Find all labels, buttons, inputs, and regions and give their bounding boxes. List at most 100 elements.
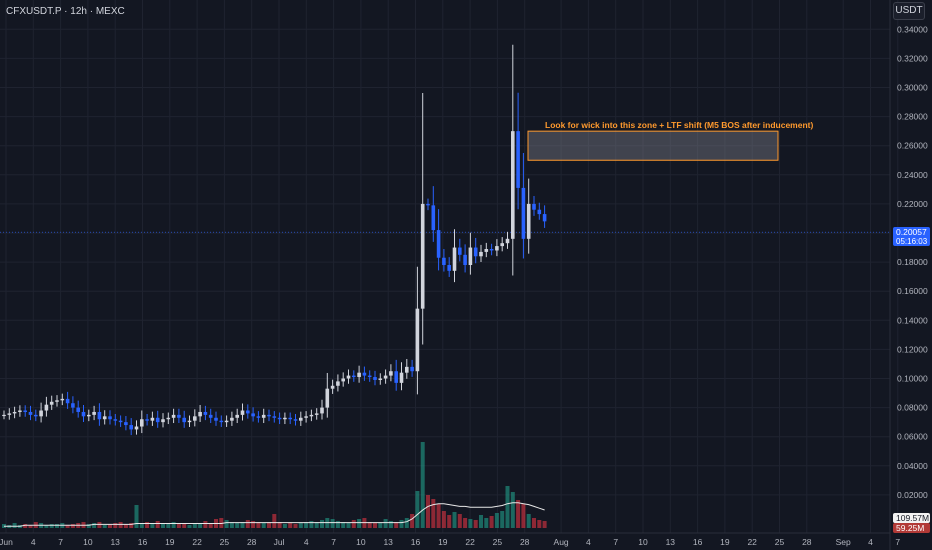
volume-bar bbox=[388, 521, 393, 528]
volume-bar bbox=[320, 520, 324, 528]
volume-bar bbox=[410, 514, 415, 528]
volume-bar bbox=[383, 519, 388, 528]
price-tick-label: 0.10000 bbox=[897, 374, 928, 384]
volume-bar bbox=[330, 519, 335, 528]
candle-body bbox=[442, 257, 446, 266]
volume-ma-line bbox=[4, 502, 545, 527]
grid-lines bbox=[0, 0, 899, 533]
volume-bar bbox=[198, 524, 203, 528]
volume-bar bbox=[23, 524, 28, 528]
volume-bar bbox=[155, 521, 160, 528]
candle-body bbox=[505, 238, 510, 244]
volume-bar bbox=[288, 523, 293, 528]
volume-bar bbox=[457, 514, 462, 528]
volume-bar bbox=[463, 518, 468, 528]
candle-body bbox=[118, 420, 123, 423]
price-axis[interactable]: 0.34000 0.32000 0.30000 0.28000 0.26000 0.240… bbox=[897, 24, 928, 500]
time-tick-label: 13 bbox=[383, 537, 393, 547]
volume-bar bbox=[516, 500, 521, 528]
candle-body bbox=[299, 417, 303, 421]
candle-body bbox=[500, 243, 504, 247]
volume-bar bbox=[145, 522, 150, 528]
volume-bar bbox=[500, 511, 505, 528]
candle-body bbox=[293, 419, 298, 421]
candle-body bbox=[76, 407, 80, 412]
time-tick-label: 28 bbox=[520, 537, 530, 547]
time-tick-label: 4 bbox=[304, 537, 309, 547]
price-tick-label: 0.18000 bbox=[897, 257, 928, 267]
candle-body bbox=[405, 366, 409, 373]
candle-body bbox=[288, 417, 292, 420]
candle-body bbox=[373, 377, 377, 380]
candle-body bbox=[336, 381, 340, 386]
price-tick-label: 0.14000 bbox=[897, 315, 928, 325]
candle-body bbox=[235, 414, 239, 418]
candle-body bbox=[452, 247, 457, 271]
volume-bar bbox=[468, 519, 473, 528]
candle-body bbox=[65, 398, 70, 404]
volume-bar bbox=[192, 523, 197, 528]
volume-bar bbox=[229, 522, 234, 528]
candle-body bbox=[362, 372, 367, 376]
candle-body bbox=[97, 411, 102, 420]
candle-body bbox=[532, 203, 536, 210]
volume-bar bbox=[224, 520, 229, 528]
volume-bar bbox=[394, 522, 399, 528]
volume-bar bbox=[134, 505, 139, 528]
candle-body bbox=[484, 249, 489, 252]
volume-bar bbox=[526, 514, 531, 528]
candle-body bbox=[124, 422, 128, 426]
volume-bar bbox=[436, 504, 441, 528]
candle-body bbox=[330, 385, 335, 389]
volume-bar bbox=[494, 513, 499, 528]
candle-body bbox=[256, 416, 261, 418]
time-tick-label: 22 bbox=[747, 537, 757, 547]
volume-bar bbox=[399, 520, 404, 528]
candle-body bbox=[261, 414, 266, 418]
volume-bar bbox=[420, 442, 425, 528]
zone-annotation[interactable]: Look for wick into this zone + LTF shift… bbox=[545, 120, 814, 130]
volume-ma-tag: 109.57M bbox=[893, 513, 930, 523]
volume-bar bbox=[367, 522, 372, 528]
volume-bar bbox=[256, 522, 261, 528]
candle-body bbox=[214, 417, 218, 421]
volume-bar bbox=[505, 486, 510, 528]
candle-body bbox=[102, 416, 107, 420]
candle-body bbox=[309, 414, 314, 417]
price-tick-label: 0.12000 bbox=[897, 344, 928, 354]
target-zone-box[interactable] bbox=[527, 130, 779, 161]
time-tick-label: 28 bbox=[802, 537, 812, 547]
price-tick-label: 0.16000 bbox=[897, 286, 928, 296]
candle-body bbox=[394, 371, 398, 383]
candle-body bbox=[39, 410, 43, 417]
volume-bar bbox=[532, 518, 536, 528]
volume-bar bbox=[166, 523, 171, 528]
volume-bar bbox=[282, 524, 287, 528]
volume-bar bbox=[251, 521, 256, 528]
candle-body bbox=[251, 413, 255, 417]
time-axis[interactable]: Jun 4 7 10 13 16 19 22 25 28 Jul 4 7 10 13 16 19 22 25 28 Au… bbox=[0, 537, 900, 547]
time-tick-label: 19 bbox=[438, 537, 448, 547]
volume-bar bbox=[245, 520, 250, 528]
candle-body bbox=[208, 414, 213, 418]
candle-body bbox=[341, 378, 345, 382]
current-price-tag: 0.20057 05:16:03 bbox=[893, 227, 930, 246]
candle-body bbox=[44, 404, 49, 411]
volume-bar bbox=[314, 522, 319, 528]
time-tick-label: 7 bbox=[613, 537, 618, 547]
time-tick-label: 10 bbox=[638, 537, 648, 547]
volume-bar bbox=[357, 519, 362, 528]
volume-bar bbox=[351, 520, 356, 528]
volume-bar bbox=[479, 515, 483, 528]
volume-bar bbox=[139, 524, 144, 528]
candle-body bbox=[203, 411, 208, 415]
volume-bar bbox=[341, 522, 346, 528]
volume-bar bbox=[161, 524, 165, 528]
volume-bar bbox=[118, 522, 123, 528]
volume-bar bbox=[447, 515, 452, 528]
volume-bar bbox=[267, 522, 271, 528]
currency-button[interactable]: USDT bbox=[893, 2, 925, 20]
candle-body bbox=[399, 372, 404, 383]
volume-bar bbox=[272, 514, 277, 528]
